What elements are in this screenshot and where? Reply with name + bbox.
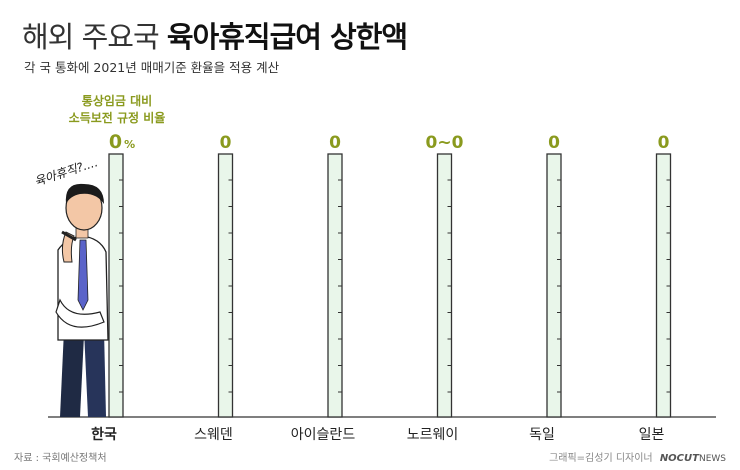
- brand-name: NOCUT: [659, 453, 699, 464]
- value-label-1: 0%: [109, 131, 135, 153]
- person-illustration: 육아휴직?....: [33, 155, 109, 417]
- title-bold: 육아휴직급여 상한액: [166, 20, 408, 54]
- tick-marks: [119, 179, 671, 393]
- value-labels: 0% 0 0 0~0 0 0: [109, 131, 670, 153]
- category-label-6: 일본: [639, 427, 665, 443]
- credit: 그래픽=김성기 디자이너 NOCUTNEWS: [549, 449, 726, 464]
- value-label-3: 0: [329, 133, 341, 153]
- credit-text: 그래픽=김성기 디자이너: [549, 453, 653, 464]
- value-label-5: 0: [548, 133, 560, 153]
- ratio-label-line-2: 소득보전 규정 비율: [68, 111, 166, 125]
- category-label-4: 노르웨이: [407, 427, 459, 443]
- bars: [108, 153, 672, 418]
- subtitle: 각 국 통화에 2021년 매매기준 환율을 적용 계산: [24, 60, 280, 75]
- category-label-3: 아이슬란드: [291, 427, 356, 443]
- brand-logo: NOCUTNEWS: [660, 453, 726, 464]
- value-label-6: 0: [658, 133, 670, 153]
- page-title: 해외 주요국 육아휴직급여 상한액: [22, 14, 408, 56]
- category-label-2: 스웨덴: [194, 427, 233, 443]
- person-thought-text: 육아휴직?....: [33, 155, 100, 189]
- source-note: 자료 : 국회예산정책처: [14, 453, 107, 464]
- ratio-label: 통상임금 대비 소득보전 규정 비율: [58, 93, 176, 127]
- category-label-5: 독일: [529, 427, 555, 443]
- title-light: 해외 주요국: [22, 20, 160, 54]
- ratio-label-line-1: 통상임금 대비: [81, 94, 153, 108]
- value-label-4: 0~0: [426, 133, 464, 153]
- value-label-2: 0: [220, 133, 232, 153]
- category-labels: 한국 스웨덴 아이슬란드 노르웨이 독일 일본: [91, 427, 664, 443]
- category-label-1: 한국: [91, 427, 117, 443]
- brand-suffix: NEWS: [698, 454, 726, 464]
